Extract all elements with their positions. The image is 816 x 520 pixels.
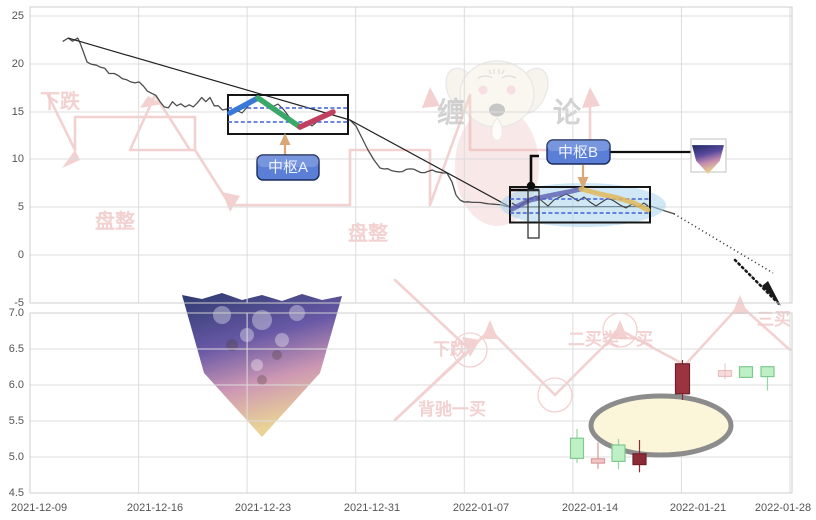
svg-text:7.0: 7.0 [9,307,24,319]
svg-text:中枢A: 中枢A [268,159,308,176]
svg-text:二买类一买: 二买类一买 [568,329,653,349]
svg-text:下跌: 下跌 [40,89,81,113]
svg-text:5.5: 5.5 [9,415,24,427]
svg-text:2022-01-28: 2022-01-28 [755,502,811,514]
svg-text:2021-12-16: 2021-12-16 [127,502,183,514]
svg-text:20: 20 [12,58,24,70]
svg-text:6.0: 6.0 [9,379,24,391]
svg-text:0: 0 [18,249,24,261]
svg-text:2021-12-23: 2021-12-23 [235,502,291,514]
svg-text:5.0: 5.0 [9,451,24,463]
svg-text:10: 10 [12,153,24,165]
svg-text:2021-12-09: 2021-12-09 [11,502,67,514]
svg-text:盘整: 盘整 [95,209,135,233]
svg-text:2022-01-14: 2022-01-14 [562,502,618,514]
svg-text:背驰一买: 背驰一买 [418,399,486,419]
svg-text:15: 15 [12,106,24,118]
svg-text:25: 25 [12,10,24,22]
svg-text:2022-01-21: 2022-01-21 [670,502,726,514]
svg-text:2022-01-07: 2022-01-07 [453,502,509,514]
svg-text:盘整: 盘整 [348,221,388,245]
svg-text:6.5: 6.5 [9,343,24,355]
svg-text:中枢B: 中枢B [558,144,598,161]
svg-text:2021-12-31: 2021-12-31 [344,502,400,514]
svg-text:5: 5 [18,201,24,213]
svg-text:4.5: 4.5 [9,487,24,499]
